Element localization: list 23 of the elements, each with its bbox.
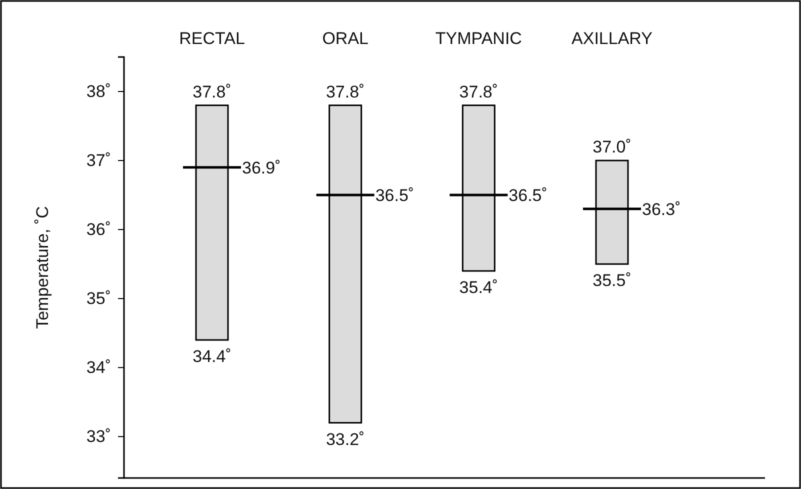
x-tick-label: ORAL bbox=[322, 29, 368, 48]
x-tick-label: TYMPANIC bbox=[435, 29, 522, 48]
annotation: 33.2˚ bbox=[326, 430, 365, 449]
y-tick-label: 34˚ bbox=[86, 358, 111, 378]
annotation: 36.3˚ bbox=[642, 200, 681, 219]
y-axis-title: Temperature, ˚C bbox=[33, 206, 52, 329]
annotation: 37.8˚ bbox=[459, 82, 498, 102]
y-tick-label: 33˚ bbox=[86, 427, 111, 446]
annotation: 37.0˚ bbox=[592, 138, 632, 157]
x-tick-label: RECTAL bbox=[179, 29, 245, 48]
annotation: 36.5˚ bbox=[508, 186, 548, 206]
annotation: 35.4˚ bbox=[459, 278, 498, 297]
x-tick-label: AXILLARY bbox=[572, 29, 652, 48]
annotation: 36.5˚ bbox=[375, 186, 414, 206]
y-tick-label: 35˚ bbox=[86, 288, 111, 308]
annotation: 35.5˚ bbox=[592, 271, 632, 290]
y-tick-label: 36˚ bbox=[86, 220, 111, 239]
annotation: 37.8˚ bbox=[326, 82, 365, 102]
annotation: 36.9˚ bbox=[242, 158, 281, 178]
annotation: 37.8˚ bbox=[192, 82, 232, 102]
annotation: 34.4˚ bbox=[192, 346, 232, 366]
y-tick-label: 38˚ bbox=[86, 82, 111, 101]
y-tick-label: 37˚ bbox=[86, 150, 111, 170]
